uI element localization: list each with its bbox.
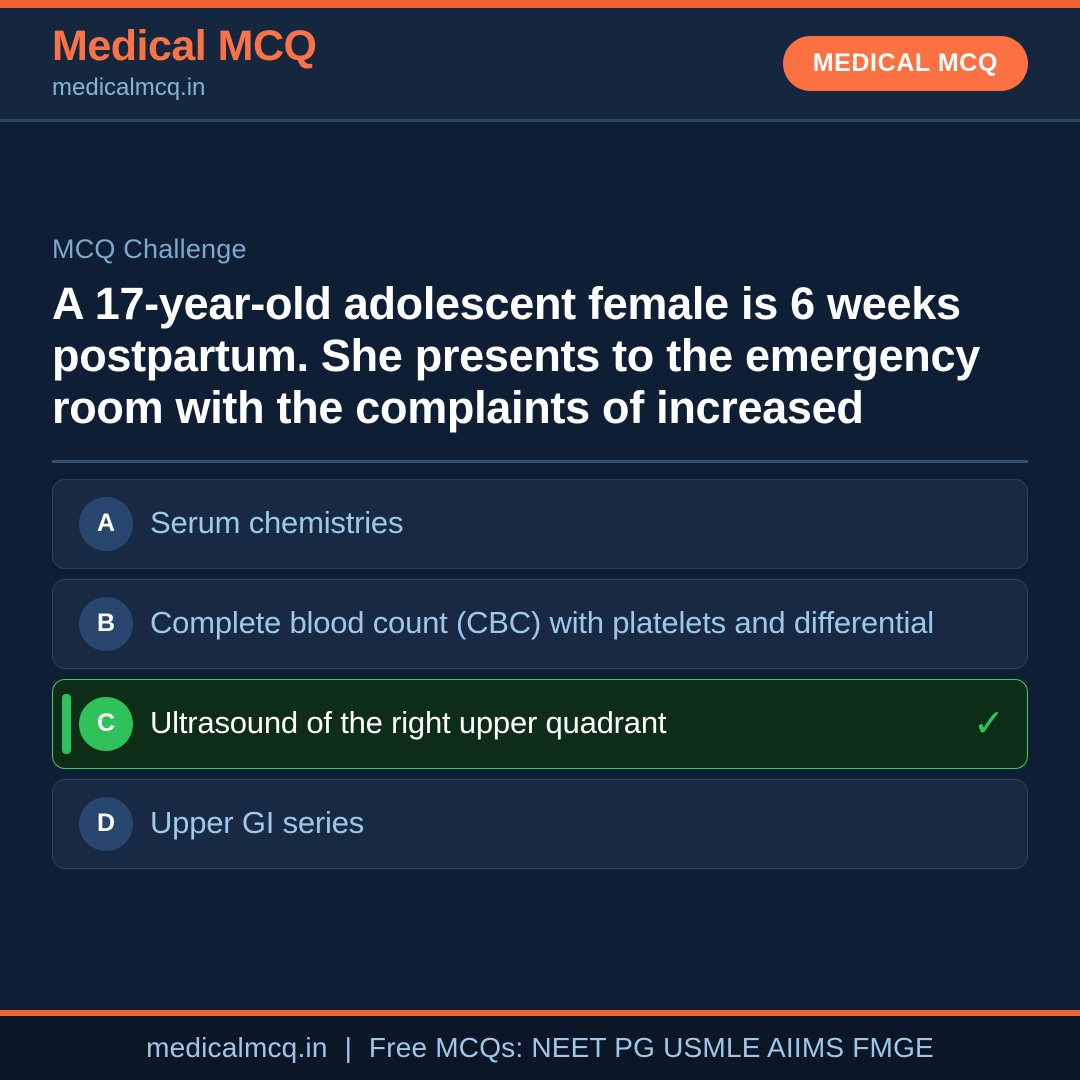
question-label: MCQ Challenge (52, 234, 247, 264)
option-row-b[interactable]: B Complete blood count (CBC) with platel… (52, 578, 1028, 669)
header: Medical MCQ medicalmcq.in MEDICAL MCQ (0, 8, 1080, 122)
option-letter-badge: A (79, 496, 133, 551)
medical-mcq-badge: MEDICAL MCQ (782, 36, 1028, 91)
brand-tagline: medicalmcq.in (52, 73, 206, 101)
option-text: Complete blood count (CBC) with platelet… (150, 605, 934, 641)
option-letter-badge: C (79, 696, 133, 751)
question-text: A 17-year-old adolescent female is 6 wee… (52, 278, 980, 434)
top-accent-bar (0, 0, 1080, 8)
option-row-a[interactable]: A Serum chemistries ✓ (52, 478, 1028, 569)
option-row-c[interactable]: C Ultrasound of the right upper quadrant… (52, 678, 1028, 769)
option-letter-badge: D (79, 796, 133, 851)
body: MCQ Challenge A 17-year-old adolescent f… (0, 122, 1080, 1010)
footer-separator: | (344, 1032, 352, 1063)
body-spacer (52, 869, 1028, 1010)
option-letter-badge: B (79, 596, 133, 651)
footer-exams: Free MCQs: NEET PG USMLE AIIMS FMGE (368, 1032, 934, 1063)
question-divider (52, 459, 1028, 463)
options-list: A Serum chemistries ✓ B Complete blood c… (52, 478, 1028, 869)
check-icon: ✓ (973, 702, 1005, 745)
option-row-d[interactable]: D Upper GI series ✓ (52, 778, 1028, 869)
correct-accent-bar (62, 693, 71, 754)
footer-site: medicalmcq.in (146, 1032, 328, 1063)
brand: Medical MCQ medicalmcq.in (52, 21, 317, 103)
option-text: Upper GI series (150, 805, 365, 841)
option-text: Ultrasound of the right upper quadrant (150, 705, 667, 741)
option-text: Serum chemistries (150, 505, 404, 541)
brand-title: Medical MCQ (52, 21, 317, 70)
question-block: MCQ Challenge A 17-year-old adolescent f… (52, 122, 1028, 435)
footer: medicalmcq.in | Free MCQs: NEET PG USMLE… (0, 1010, 1080, 1080)
